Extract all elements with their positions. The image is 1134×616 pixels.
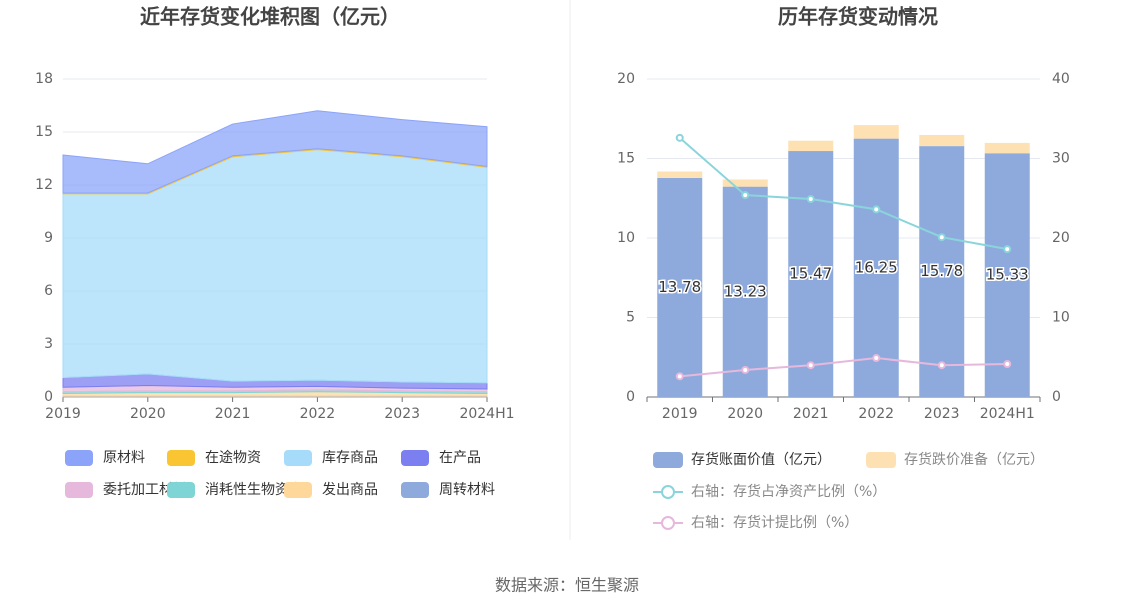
y-tick-label: 5 (626, 310, 635, 326)
x-tick-label: 2019 (45, 406, 81, 422)
legend-label: 右轴：存货占净资产比例（%） (691, 483, 886, 500)
legend-label: 在途物资 (205, 449, 261, 466)
x-tick-label: 2019 (662, 406, 698, 422)
legend-label: 右轴：存货计提比例（%） (691, 514, 858, 531)
x-tick-label: 2021 (215, 406, 251, 422)
y-tick-label: 9 (44, 230, 53, 246)
legend-swatch (653, 452, 683, 468)
bar (984, 153, 1030, 397)
bar (919, 146, 965, 397)
y-tick-label: 15 (617, 151, 635, 167)
bar-label: 15.47 (789, 265, 832, 283)
y-tick-label: 0 (626, 389, 635, 405)
legend-point (661, 485, 675, 499)
bar (657, 171, 703, 178)
legend-label: 原材料 (103, 450, 145, 466)
y2-tick-label: 30 (1052, 151, 1070, 167)
bar-label: 15.78 (920, 262, 963, 280)
bar-label: 16.25 (855, 258, 898, 276)
line-point (937, 361, 946, 370)
x-tick-label: 2021 (793, 406, 829, 422)
legend-label: 存货账面价值（亿元） (691, 451, 831, 468)
bar (722, 186, 768, 397)
y2-tick-label: 40 (1052, 71, 1070, 87)
line-point (872, 205, 881, 214)
legend-label: 在产品 (439, 450, 481, 466)
chart-title: 近年存货变化堆积图（亿元） (140, 5, 400, 29)
legend-label: 发出商品 (322, 482, 378, 498)
legend-label: 存货跌价准备（亿元） (904, 451, 1044, 468)
line-point (741, 191, 750, 200)
y-tick-label: 10 (617, 230, 635, 246)
line-point (806, 361, 815, 370)
line-point (937, 233, 946, 242)
line-point (675, 372, 684, 381)
legend-swatch (167, 482, 195, 498)
y-tick-label: 18 (35, 71, 53, 87)
line-point (1003, 245, 1012, 254)
legend-swatch (284, 450, 312, 466)
legend-label: 库存商品 (322, 450, 378, 466)
legend-label: 委托加工材料 (103, 482, 187, 498)
x-tick-label: 2022 (858, 406, 894, 422)
legend-label: 周转材料 (439, 482, 495, 498)
bar-label: 13.23 (724, 282, 767, 300)
x-tick-label: 2024H1 (980, 406, 1035, 422)
line-point (872, 354, 881, 363)
bar (722, 179, 768, 187)
legend-swatch (65, 450, 93, 466)
bar (853, 138, 899, 397)
legend-swatch (401, 482, 429, 498)
line (679, 137, 1008, 251)
y-tick-label: 20 (617, 71, 635, 87)
bar (657, 177, 703, 397)
y-tick-label: 12 (35, 177, 53, 193)
bar (853, 125, 899, 139)
y2-tick-label: 20 (1052, 230, 1070, 246)
bar (788, 140, 834, 152)
y-tick-label: 3 (44, 336, 53, 352)
x-tick-label: 2022 (300, 406, 336, 422)
bar (984, 142, 1030, 154)
x-tick-label: 2020 (130, 406, 166, 422)
legend-swatch (65, 482, 93, 498)
y2-tick-label: 0 (1052, 389, 1061, 405)
line-point (806, 195, 815, 204)
legend-swatch (401, 450, 429, 466)
x-tick-label: 2024H1 (459, 406, 514, 422)
source: 数据来源：恒生聚源 (495, 576, 639, 595)
x-tick-label: 2023 (384, 406, 420, 422)
y-tick-label: 0 (44, 389, 53, 405)
chart-title: 历年存货变动情况 (778, 5, 938, 29)
y-tick-label: 6 (44, 283, 53, 299)
line-point (741, 365, 750, 374)
bar (919, 134, 965, 147)
bar-label: 13.78 (658, 278, 701, 296)
legend-swatch (284, 482, 312, 498)
line-point (1003, 360, 1012, 369)
line (679, 357, 1008, 378)
y2-tick-label: 10 (1052, 310, 1070, 326)
bar-label: 15.33 (986, 266, 1029, 284)
legend-swatch (866, 452, 896, 468)
bar (788, 151, 834, 397)
x-tick-label: 2020 (727, 406, 763, 422)
legend-swatch (167, 450, 195, 466)
legend-point (661, 516, 675, 530)
line-point (675, 133, 684, 142)
legend-label: 消耗性生物资产 (205, 482, 303, 498)
y-tick-label: 15 (35, 124, 53, 140)
area (62, 110, 488, 194)
x-tick-label: 2023 (924, 406, 960, 422)
